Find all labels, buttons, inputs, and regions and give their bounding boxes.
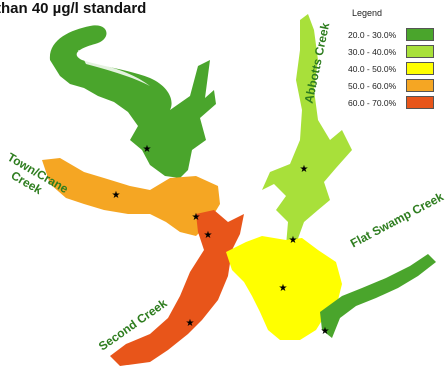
north-arm-water-streak [84,60,150,86]
station-star-icon: ★ [289,235,298,246]
legend-item: 60.0 - 70.0% [348,94,444,111]
station-star-icon: ★ [112,190,121,201]
legend-item-label: 60.0 - 70.0% [348,97,397,108]
legend-swatch [406,96,434,109]
abbotts-arm-region [262,14,352,246]
legend-item: 20.0 - 30.0% [348,26,444,43]
station-star-icon: ★ [321,326,330,337]
second-creek-arm-region [110,210,244,366]
station-star-icon: ★ [192,212,201,223]
station-star-icon: ★ [204,230,213,241]
station-star-icon: ★ [279,283,288,294]
legend-swatch [406,79,434,92]
legend-swatch [406,45,434,58]
legend-item: 50.0 - 60.0% [348,77,444,94]
station-star-icon: ★ [143,144,152,155]
station-star-icon: ★ [186,318,195,329]
legend-item: 30.0 - 40.0% [348,43,444,60]
legend-swatch [406,62,434,75]
legend-item-label: 40.0 - 50.0% [348,63,397,74]
main-body-region [226,236,342,340]
legend-item-label: 30.0 - 40.0% [348,46,397,57]
legend-swatch [406,28,434,41]
flat-swamp-arm-region [320,254,436,338]
title-line-1: than 40 µg/l standard [0,0,147,17]
north-arm-water-streak [78,50,150,74]
legend-title: Legend [352,8,383,18]
sampling-stations: ★ ★ ★ ★ ★ ★ ★ ★ ★ [112,144,330,337]
legend-item: 40.0 - 50.0% [348,60,444,77]
town-crane-arm-region [42,158,220,236]
legend-item-label: 50.0 - 60.0% [348,80,397,91]
north-arm-region [49,25,217,178]
legend-item-label: 20.0 - 30.0% [348,29,397,40]
legend: Legend 20.0 - 30.0% 30.0 - 40.0% 40.0 - … [348,8,444,111]
station-star-icon: ★ [300,164,309,175]
